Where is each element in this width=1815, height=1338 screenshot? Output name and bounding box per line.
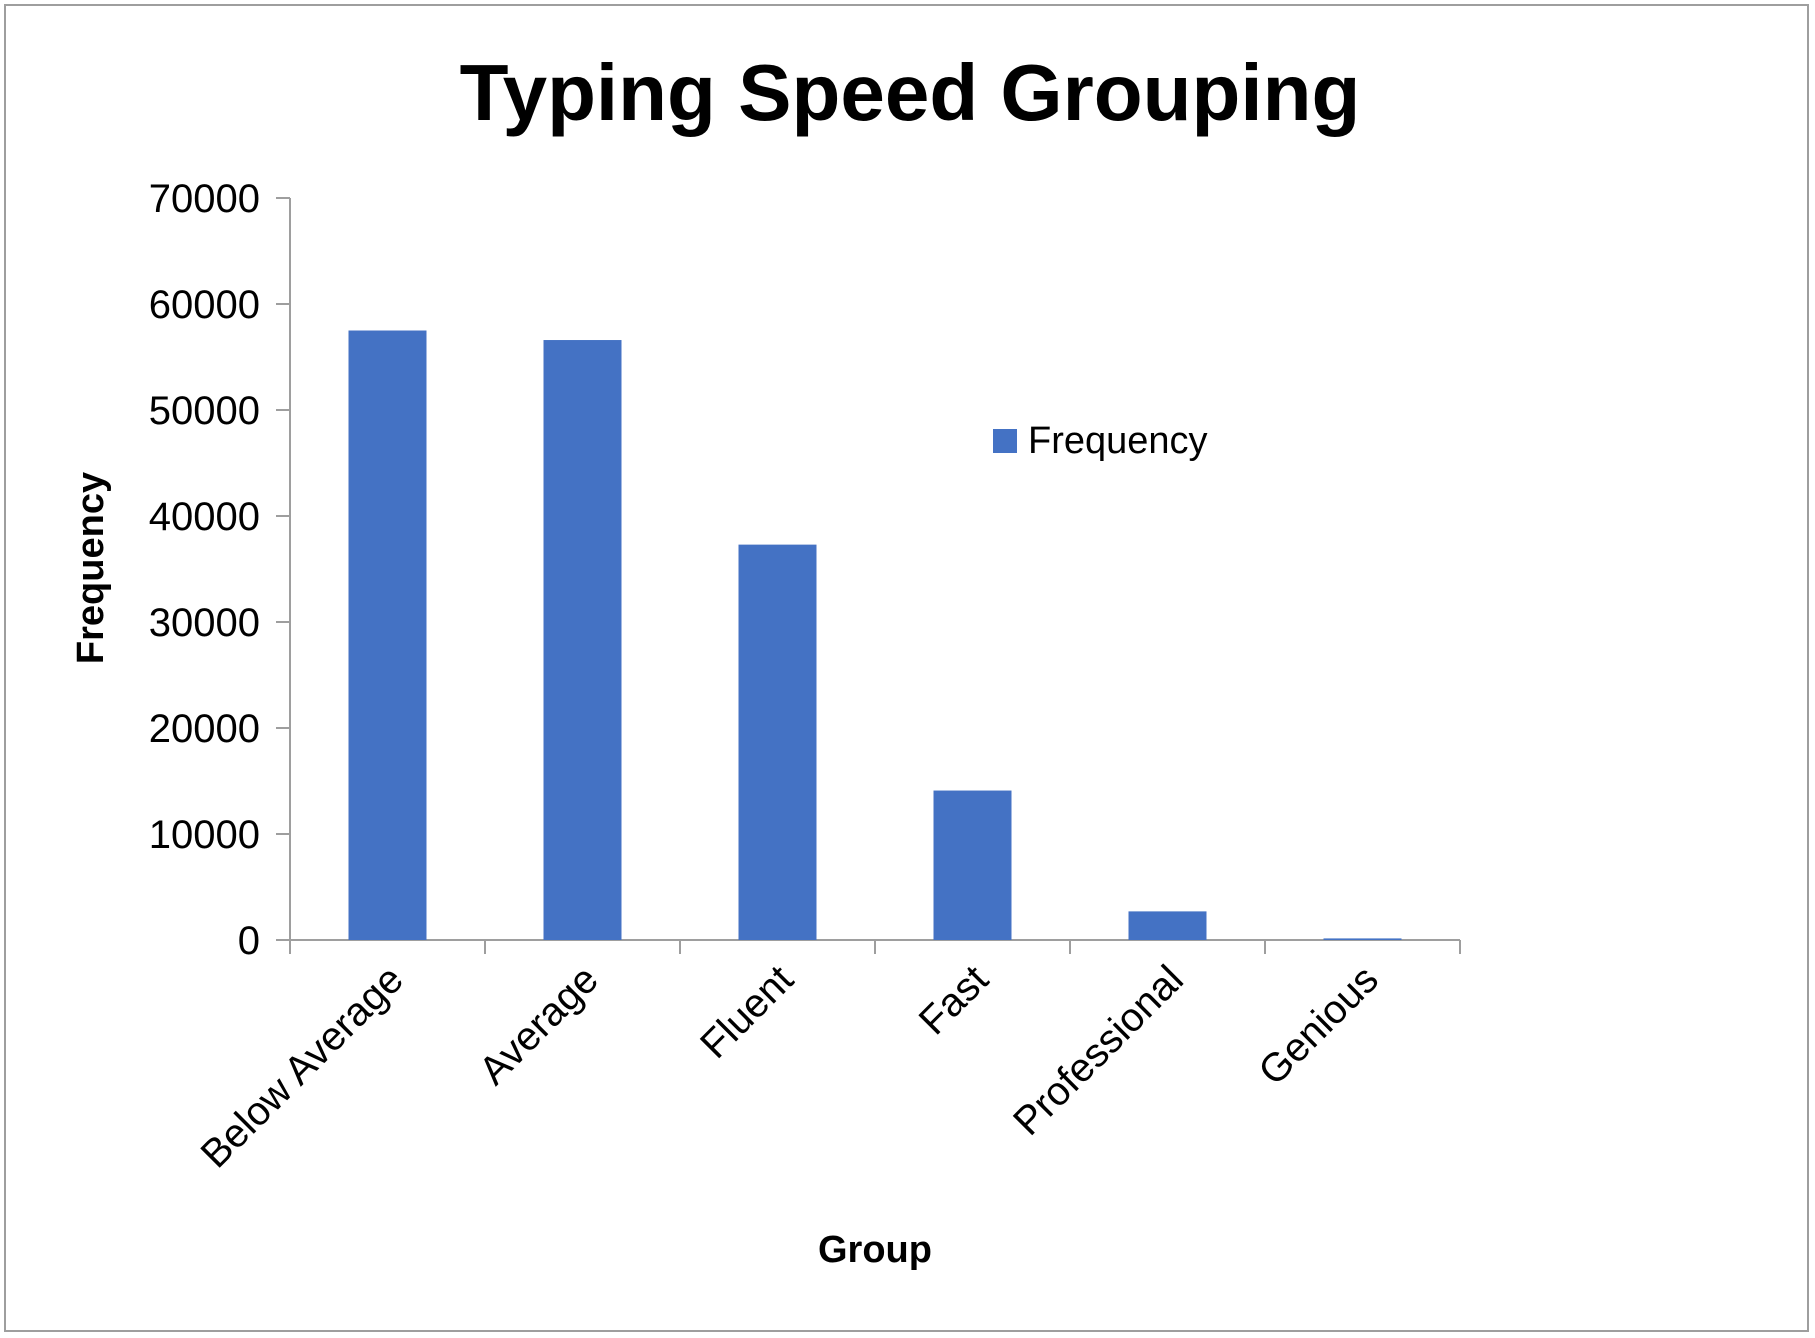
y-tick-label: 70000 <box>149 177 260 221</box>
x-tick-label: Professional <box>1005 957 1192 1144</box>
bar-professional <box>1128 911 1207 940</box>
x-tick-labels: Below Average Average Fluent Fast Profession… <box>193 957 1387 1176</box>
y-tick-label: 10000 <box>149 813 260 857</box>
x-axis <box>289 939 1461 954</box>
legend: Frequency <box>993 420 1208 462</box>
y-axis-title: Frequency <box>70 472 112 664</box>
x-tick-label: Genious <box>1250 957 1386 1093</box>
bar-fast <box>933 790 1012 940</box>
bar-genious <box>1323 938 1402 940</box>
x-tick-label: Fluent <box>692 957 802 1067</box>
chart-title: Typing Speed Grouping <box>460 48 1361 137</box>
y-axis <box>276 197 291 941</box>
y-tick-label: 40000 <box>149 495 260 539</box>
y-tick-label: 20000 <box>149 707 260 751</box>
bar-below-average <box>348 330 427 940</box>
legend-swatch <box>993 429 1017 453</box>
x-axis-title: Group <box>818 1229 932 1271</box>
x-tick-label: Fast <box>911 957 997 1043</box>
bar-average <box>543 340 622 940</box>
y-tick-label: 0 <box>238 919 260 963</box>
y-tick-label: 60000 <box>149 283 260 327</box>
x-tick-label: Average <box>471 957 607 1093</box>
y-tick-labels: 0 10000 20000 30000 40000 50000 60000 70000 <box>149 177 260 963</box>
x-tick-label: Below Average <box>193 957 412 1176</box>
y-tick-label: 30000 <box>149 601 260 645</box>
y-tick-label: 50000 <box>149 389 260 433</box>
legend-label: Frequency <box>1028 420 1208 462</box>
chart-frame <box>4 4 1809 1332</box>
bar-series <box>348 330 1402 940</box>
bar-fluent <box>738 544 817 940</box>
